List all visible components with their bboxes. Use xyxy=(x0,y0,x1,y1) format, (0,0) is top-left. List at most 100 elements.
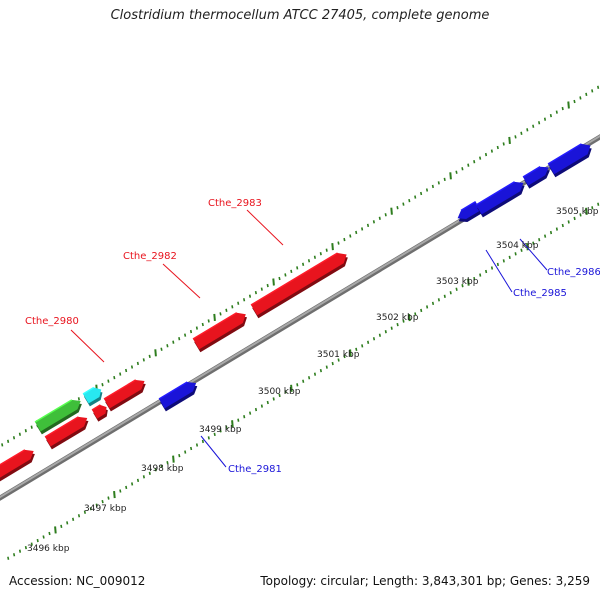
accession-text: Accession: NC_009012 xyxy=(9,574,146,588)
upper-tick xyxy=(225,308,228,312)
lower-tick xyxy=(95,503,98,507)
kbp-label-3505: 3505 kbp xyxy=(556,207,599,217)
upper-tick xyxy=(561,106,564,111)
lower-tick xyxy=(290,384,293,392)
gene-label-cthe-2985[interactable]: Cthe_2985 xyxy=(513,288,567,299)
upper-tick xyxy=(278,276,281,281)
upper-tick xyxy=(532,124,535,128)
lower-tick xyxy=(349,349,352,357)
upper-tick xyxy=(508,136,511,145)
upper-tick xyxy=(30,425,33,429)
gene-cyan-edge xyxy=(82,386,95,395)
lower-tick xyxy=(343,354,346,359)
lower-tick xyxy=(272,397,275,401)
upper-tick xyxy=(520,131,523,135)
gene-green-face xyxy=(35,399,81,432)
upper-tick xyxy=(591,89,594,93)
lower-tick xyxy=(573,216,576,221)
upper-tick xyxy=(189,329,193,334)
upper-tick xyxy=(437,181,440,185)
gene-red-2 xyxy=(44,416,89,450)
lower-tick xyxy=(508,255,511,260)
lower-tick xyxy=(296,383,299,387)
upper-tick xyxy=(549,113,552,118)
kbp-label-3498: 3498 kbp xyxy=(141,464,184,474)
upper-tick xyxy=(538,121,541,125)
leader-cthe-2986 xyxy=(519,238,548,271)
gene-green-edge xyxy=(34,399,73,423)
upper-tick xyxy=(343,237,346,242)
leader-cthe-2982 xyxy=(162,263,201,299)
gene-red-6-edge xyxy=(250,252,338,306)
upper-tick xyxy=(555,110,558,114)
gene-blue-3-edge xyxy=(475,181,515,206)
upper-tick xyxy=(125,368,128,373)
upper-tick xyxy=(142,358,145,362)
gene-label-cthe-2982[interactable]: Cthe_2982 xyxy=(123,251,177,262)
lower-tick xyxy=(555,227,558,231)
lower-tick xyxy=(449,291,452,295)
lower-tick xyxy=(42,535,45,539)
upper-tick xyxy=(101,383,104,387)
leader-cthe-2985 xyxy=(485,249,513,293)
gene-blue-2-face xyxy=(457,201,481,219)
lower-tick xyxy=(337,358,340,362)
genes xyxy=(0,143,592,482)
lower-tick xyxy=(437,298,440,302)
lower-tick xyxy=(520,248,523,252)
lower-tick xyxy=(166,461,169,465)
lower-tick xyxy=(72,517,75,521)
upper-tick xyxy=(172,340,175,344)
upper-tick xyxy=(266,283,269,288)
gene-label-cthe-2980[interactable]: Cthe_2980 xyxy=(25,316,79,327)
lower-tick xyxy=(89,507,92,511)
gene-red-2-edge xyxy=(44,416,79,438)
leader-cthe-2983 xyxy=(246,209,284,246)
lower-tick xyxy=(396,322,399,327)
upper-tick xyxy=(396,206,399,210)
lower-tick xyxy=(426,305,429,309)
lower-tick xyxy=(585,207,588,215)
lower-tick xyxy=(77,514,81,518)
lower-tick xyxy=(66,521,69,525)
lower-tick xyxy=(48,531,51,536)
lower-tick xyxy=(125,485,128,490)
upper-tick xyxy=(502,142,505,146)
lower-tick xyxy=(408,313,411,322)
lower-tick xyxy=(384,330,387,334)
gene-label-cthe-2983[interactable]: Cthe_2983 xyxy=(208,198,262,209)
upper-tick xyxy=(490,149,493,153)
lower-tick xyxy=(319,368,322,373)
upper-tick xyxy=(573,99,576,104)
upper-tick xyxy=(514,135,517,139)
upper-tick xyxy=(207,319,210,323)
lower-tick xyxy=(148,471,151,475)
gene-blue-3-face xyxy=(476,181,524,215)
gene-red-5 xyxy=(192,312,247,353)
lower-tick xyxy=(532,241,535,245)
lower-tick xyxy=(254,407,258,412)
upper-tick xyxy=(107,379,110,383)
upper-tick xyxy=(219,312,222,316)
kbp-label-3503: 3503 kbp xyxy=(436,277,479,287)
lower-tick xyxy=(36,538,39,543)
gene-label-cthe-2981[interactable]: Cthe_2981 xyxy=(228,464,282,475)
upper-tick xyxy=(372,220,375,224)
upper-tick xyxy=(260,287,263,291)
kbp-label-3501: 3501 kbp xyxy=(317,350,360,360)
kbp-label-3499: 3499 kbp xyxy=(199,425,242,435)
lower-tick xyxy=(172,455,175,463)
gene-label-cthe-2986[interactable]: Cthe_2986 xyxy=(547,267,600,278)
lower-tick xyxy=(302,379,305,383)
upper-tick xyxy=(213,313,216,322)
upper-tick xyxy=(585,92,588,97)
upper-tick xyxy=(136,361,139,366)
upper-tick xyxy=(302,262,305,266)
gene-blue-1-edge xyxy=(158,381,188,400)
upper-tick xyxy=(526,128,529,132)
lower-tick xyxy=(544,234,547,238)
lower-tick xyxy=(490,266,494,270)
upper-tick xyxy=(543,117,547,121)
gene-blue-2 xyxy=(457,200,482,222)
genome-title: Clostridium thermocellum ATCC 27405, com… xyxy=(110,8,490,23)
